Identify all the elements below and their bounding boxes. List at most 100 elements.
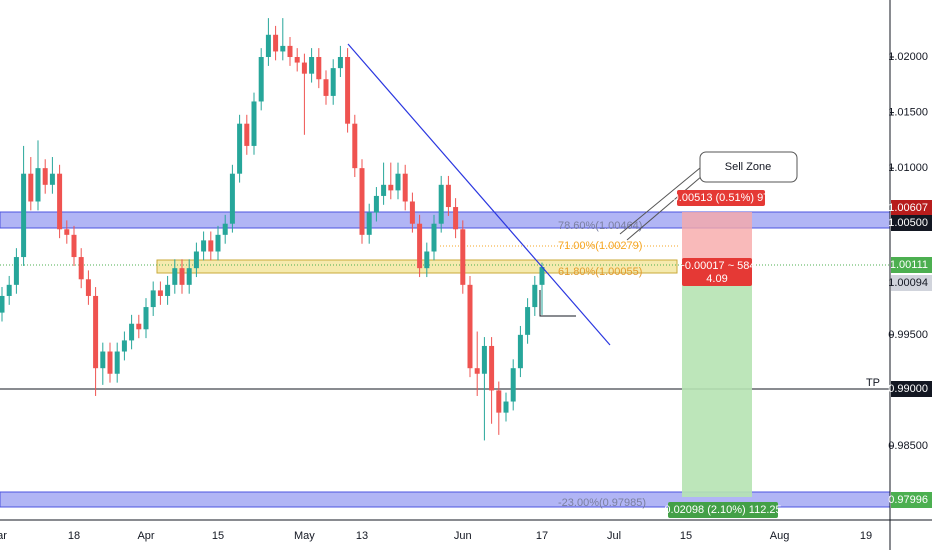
candle-body <box>373 195 379 213</box>
candle-body <box>438 184 444 224</box>
x-tick-label: 15 <box>212 530 224 542</box>
candle-body <box>294 57 300 63</box>
fib-label: -23.00%(0.97985) <box>558 497 646 509</box>
x-tick-label: 17 <box>536 530 548 542</box>
y-tick-label: 1.01500 <box>888 106 928 118</box>
candle-body <box>64 229 70 235</box>
candle-body <box>424 251 430 269</box>
candle-body <box>150 290 156 308</box>
ratio-label: 4.09 <box>706 273 727 285</box>
candle-body <box>49 173 55 185</box>
candle-body <box>172 268 178 285</box>
candle-body <box>366 212 372 235</box>
candle-body <box>13 257 19 285</box>
candle-body <box>251 101 257 146</box>
candle-body <box>93 295 99 369</box>
x-tick-label: 15 <box>680 530 692 542</box>
x-tick-label: Aug <box>770 530 790 542</box>
price-label-bg <box>891 275 932 291</box>
candle-body <box>532 284 538 308</box>
price-label-bg <box>891 257 932 273</box>
candle-body <box>481 345 487 374</box>
candle-body <box>496 390 502 413</box>
y-tick-label: 1.02000 <box>888 51 928 63</box>
y-tick-label: 1.01000 <box>888 162 928 174</box>
candle-body <box>57 173 63 230</box>
candle-body <box>165 284 171 296</box>
price-label: 1.00094 <box>888 277 928 289</box>
candle-body <box>388 184 394 191</box>
candle-body <box>445 184 451 208</box>
candle-body <box>157 290 163 296</box>
fib-label: 71.00%(1.00279) <box>558 240 642 252</box>
x-tick-label: 13 <box>356 530 368 542</box>
callout-line <box>619 167 701 235</box>
x-tick-label: Apr <box>137 530 154 542</box>
reward-box <box>682 266 752 497</box>
candle-body <box>121 340 127 352</box>
candle-body <box>244 123 250 146</box>
price-label-bg <box>891 200 932 216</box>
candle-body <box>201 240 207 252</box>
candle-body <box>143 307 149 330</box>
candle-body <box>510 368 516 402</box>
candle-body <box>208 240 214 252</box>
candle-body <box>417 223 423 269</box>
candle-body <box>345 57 351 124</box>
x-tick-label: 18 <box>68 530 80 542</box>
candle-body <box>517 334 523 369</box>
candle-body <box>186 268 192 285</box>
candle-body <box>6 284 12 296</box>
price-label: 1.00607 <box>888 202 928 214</box>
x-tick-label: 19 <box>860 530 872 542</box>
candle-body <box>467 284 473 369</box>
candle-body <box>431 223 437 252</box>
callout-line <box>626 175 703 241</box>
candle-body <box>316 57 322 80</box>
resistance-zone <box>0 211 891 229</box>
price-label: 0.97996 <box>888 494 928 506</box>
price-label: 0.99000 <box>888 383 928 395</box>
candle-body <box>78 257 84 280</box>
candle-body <box>323 79 329 96</box>
candle-body <box>409 201 415 224</box>
price-label-bg <box>891 215 932 231</box>
candle-body <box>280 45 286 52</box>
candle-body <box>215 234 221 252</box>
candle-body <box>489 345 495 391</box>
candle-body <box>265 34 271 58</box>
candle-body <box>539 267 545 285</box>
price-label: 1.00500 <box>888 217 928 229</box>
candle-body <box>337 57 343 69</box>
candle-body <box>107 351 113 374</box>
candle-body <box>237 123 243 174</box>
y-tick-label: 0.98500 <box>888 440 928 452</box>
candle-body <box>129 323 135 341</box>
candle-body <box>525 307 531 335</box>
candle-body <box>352 123 358 169</box>
candle-body <box>359 168 365 235</box>
candle-body <box>229 173 235 224</box>
candle-body <box>453 207 459 230</box>
reward-label-bg <box>668 502 778 518</box>
candle-body <box>100 351 106 369</box>
x-tick-label: Jun <box>454 530 472 542</box>
candle-body <box>474 368 480 374</box>
x-tick-label: ar <box>0 530 7 542</box>
candle-body <box>309 57 315 74</box>
candle-body <box>460 229 466 285</box>
x-tick-label: Jul <box>607 530 621 542</box>
entry-label-bg <box>682 258 752 286</box>
candle-body <box>301 62 307 74</box>
risk-label-bg <box>677 190 765 206</box>
risk-box <box>682 212 752 266</box>
reward-label: 0.02098 (2.10%) 112.25 <box>664 504 781 516</box>
candle-body <box>395 173 401 191</box>
entry-label: −0.00017 ~ 584 <box>678 260 755 272</box>
candle-body <box>179 268 185 285</box>
candle-body <box>287 45 293 58</box>
candle-body <box>21 173 27 258</box>
